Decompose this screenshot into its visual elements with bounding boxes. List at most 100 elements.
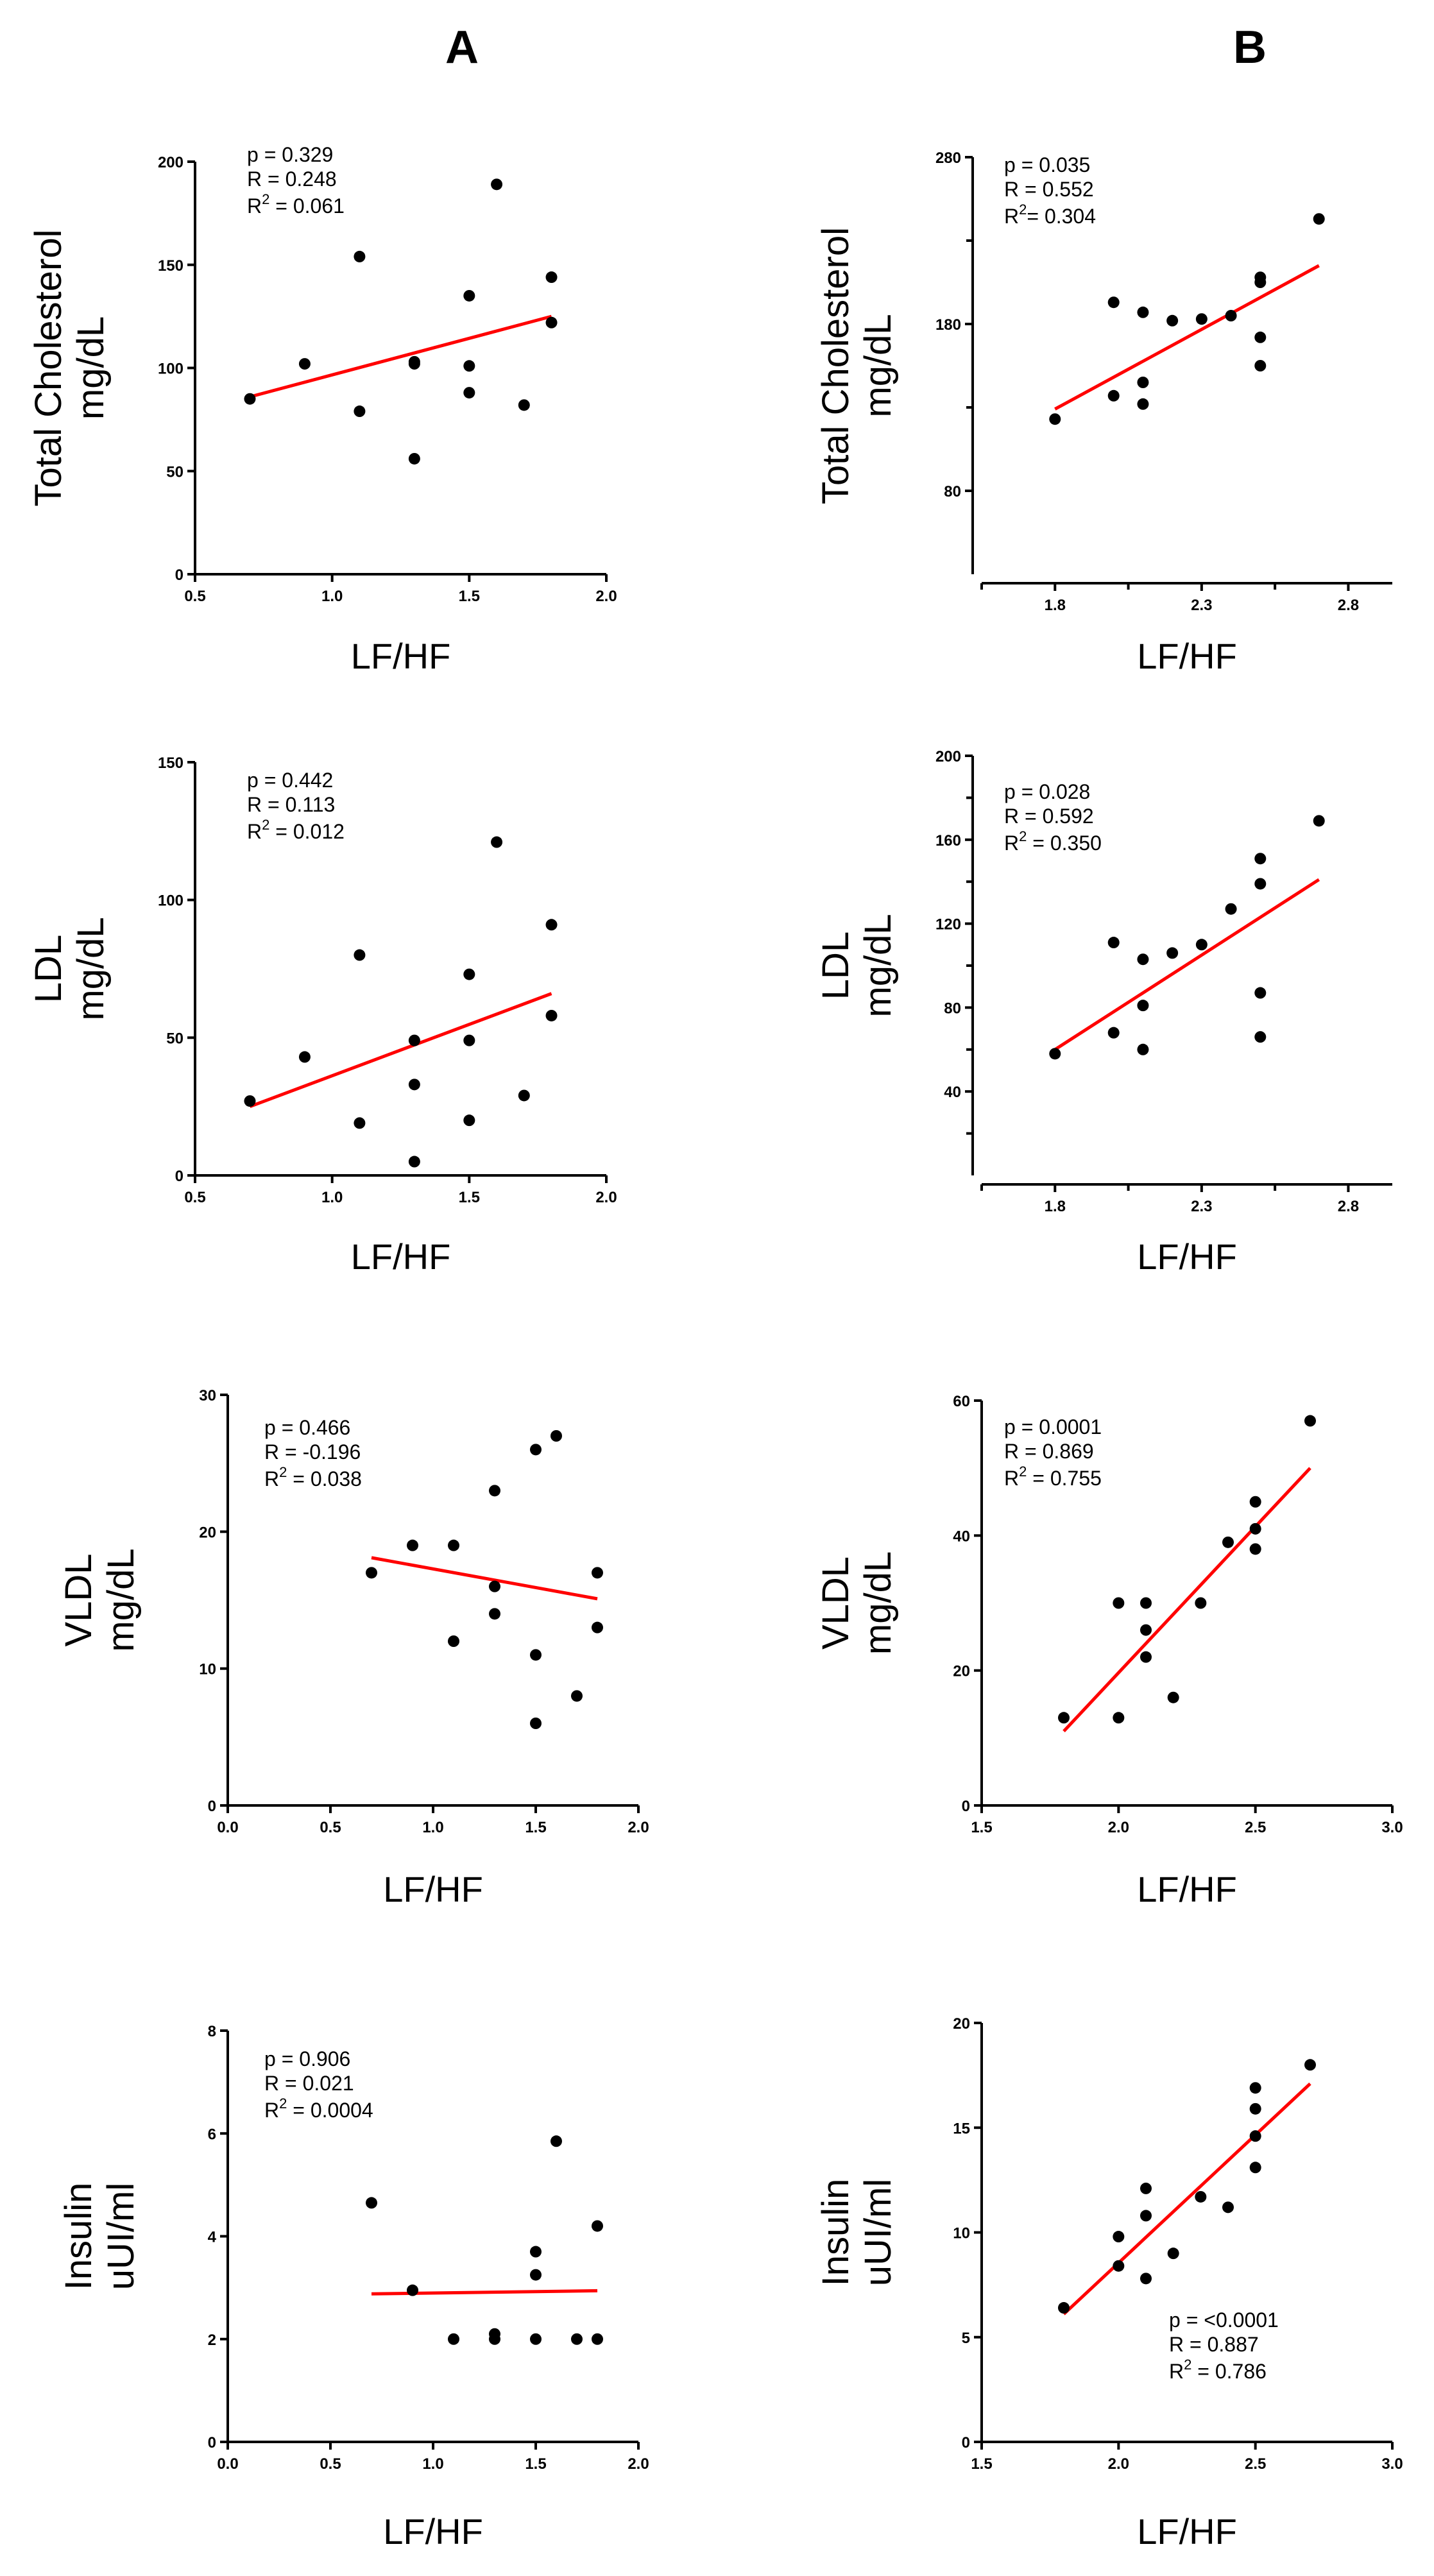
stat-p-value: p = 0.906 bbox=[264, 2047, 350, 2070]
data-point bbox=[1195, 939, 1208, 951]
data-point bbox=[463, 360, 475, 372]
data-point bbox=[408, 452, 420, 465]
y-tick-label: 20 bbox=[953, 2015, 970, 2033]
x-tick-label: 2.0 bbox=[595, 1189, 617, 1206]
y-tick-label: 50 bbox=[166, 463, 184, 481]
stat-r-value: R = 0.552 bbox=[1004, 178, 1094, 201]
data-point bbox=[408, 1156, 420, 1168]
data-point bbox=[489, 1580, 500, 1592]
stat-p-value: p = 0.028 bbox=[1004, 780, 1090, 803]
data-point bbox=[1254, 331, 1267, 343]
data-point bbox=[1222, 2201, 1234, 2213]
data-point bbox=[1225, 310, 1237, 321]
data-point bbox=[448, 1539, 459, 1551]
data-point bbox=[1249, 1543, 1261, 1555]
stat-r-squared: R2 = 0.012 bbox=[247, 817, 345, 843]
data-point bbox=[1249, 2103, 1261, 2115]
data-point bbox=[1140, 2210, 1152, 2222]
y-axis-label: mg/dL bbox=[70, 316, 112, 420]
regression-line bbox=[1063, 2082, 1311, 2316]
data-point bbox=[491, 836, 503, 848]
regression-line bbox=[1054, 264, 1320, 411]
y-tick-label: 180 bbox=[935, 316, 961, 334]
y-axis-label: mg/dL bbox=[100, 1548, 142, 1651]
data-point bbox=[1137, 306, 1149, 318]
stat-r-value: R = 0.887 bbox=[1169, 2333, 1259, 2356]
stat-p-value: p = 0.0001 bbox=[1004, 1415, 1102, 1438]
column-label-a: A bbox=[445, 22, 479, 73]
y-tick-label: 100 bbox=[158, 361, 184, 378]
data-point bbox=[571, 1690, 583, 1702]
x-tick-label: 1.0 bbox=[422, 1819, 443, 1836]
data-point bbox=[545, 919, 558, 931]
stat-r-value: R = 0.869 bbox=[1004, 1440, 1094, 1463]
data-point bbox=[1195, 2190, 1207, 2203]
data-point bbox=[354, 405, 366, 418]
data-point bbox=[366, 2197, 377, 2209]
y-tick-label: 10 bbox=[199, 1661, 216, 1678]
data-point bbox=[463, 968, 475, 980]
data-point bbox=[1137, 953, 1149, 966]
y-tick-label: 30 bbox=[199, 1387, 216, 1404]
data-point bbox=[1249, 2082, 1261, 2094]
data-point bbox=[551, 1430, 562, 1442]
data-point bbox=[244, 1095, 256, 1107]
data-point bbox=[1222, 1536, 1234, 1548]
data-point bbox=[551, 2135, 562, 2147]
y-tick-label: 60 bbox=[953, 1393, 970, 1410]
x-tick-label: 2.8 bbox=[1338, 1198, 1359, 1215]
column-label-b: B bbox=[1233, 22, 1267, 73]
data-point bbox=[408, 355, 420, 368]
y-tick-label: 150 bbox=[158, 257, 184, 275]
data-point bbox=[354, 949, 366, 961]
regression-line bbox=[1054, 878, 1320, 1051]
data-point bbox=[1254, 1031, 1267, 1043]
y-tick-label: 150 bbox=[158, 755, 184, 772]
y-tick-label: 50 bbox=[166, 1030, 184, 1047]
scatter-plot-a1: 0 50 100 150 200 0.5 1.0 1.5 2.0 Total Cholestero… bbox=[28, 143, 617, 676]
x-axis-label: LF/HF bbox=[1137, 1869, 1237, 1909]
y-axis-label: Total Cholesterol bbox=[815, 227, 857, 504]
stat-p-value: p = 0.035 bbox=[1004, 153, 1090, 176]
data-point bbox=[1107, 1027, 1120, 1039]
data-point bbox=[1107, 937, 1120, 949]
x-axis-label: LF/HF bbox=[351, 1236, 451, 1277]
x-tick-label: 1.5 bbox=[459, 588, 480, 605]
y-tick-label: 40 bbox=[953, 1528, 970, 1545]
x-tick-label: 0.0 bbox=[217, 2455, 238, 2473]
data-point bbox=[489, 2328, 500, 2340]
y-tick-label: 0 bbox=[208, 1798, 216, 1815]
y-tick-label: 80 bbox=[944, 1000, 961, 1017]
regression-line bbox=[1063, 1467, 1311, 1733]
data-point bbox=[1225, 903, 1237, 915]
data-point bbox=[1140, 1597, 1152, 1609]
stat-r-squared: R2 = 0.038 bbox=[264, 1464, 362, 1490]
data-point bbox=[518, 399, 530, 411]
data-point bbox=[530, 1444, 542, 1456]
x-tick-label: 2.0 bbox=[595, 588, 617, 605]
data-point bbox=[1166, 314, 1179, 327]
stat-r-value: R = 0.592 bbox=[1004, 805, 1094, 828]
data-point bbox=[1254, 271, 1267, 284]
data-point bbox=[1304, 1415, 1316, 1427]
y-axis-label: Insulin bbox=[58, 2183, 99, 2290]
y-tick-label: 280 bbox=[935, 149, 961, 167]
x-tick-label: 1.5 bbox=[525, 2455, 546, 2473]
y-axis-label: Insulin bbox=[815, 2179, 857, 2287]
data-point bbox=[1137, 398, 1149, 410]
y-axis-label: VLDL bbox=[815, 1557, 857, 1650]
x-axis-label: LF/HF bbox=[383, 2511, 483, 2552]
data-point bbox=[491, 178, 503, 191]
x-tick-label: 2.0 bbox=[1108, 1819, 1129, 1836]
y-axis-label: uUI/ml bbox=[857, 2179, 899, 2287]
y-tick-label: 8 bbox=[208, 2023, 216, 2040]
data-point bbox=[298, 358, 311, 370]
data-point bbox=[518, 1089, 530, 1102]
data-point bbox=[592, 2333, 603, 2345]
x-tick-label: 2.5 bbox=[1245, 2455, 1266, 2473]
stat-r-value: R = 0.021 bbox=[264, 2072, 354, 2095]
data-point bbox=[463, 1034, 475, 1046]
y-tick-label: 0 bbox=[208, 2434, 216, 2452]
stat-r-squared: R2 = 0.755 bbox=[1004, 1463, 1102, 1490]
